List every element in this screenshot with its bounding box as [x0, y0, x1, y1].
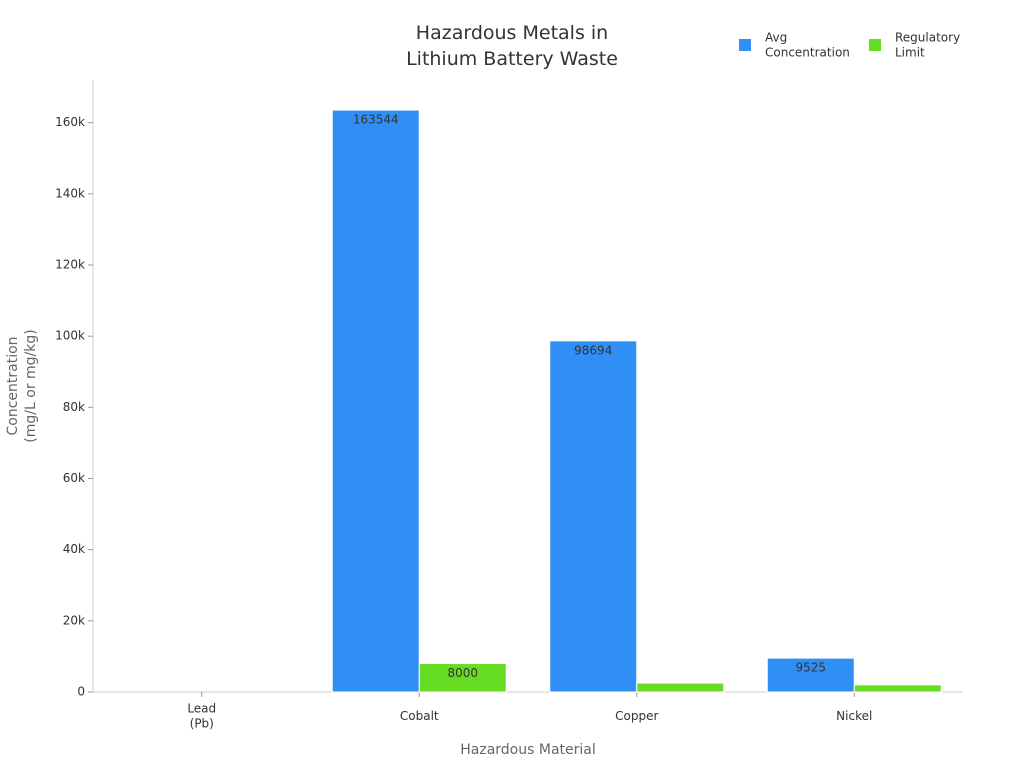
bar: [766, 657, 855, 693]
y-tick-label: 60k: [63, 471, 85, 485]
y-tick-label: 140k: [55, 186, 85, 200]
y-tick-label: 100k: [55, 329, 85, 343]
y-tick-label: 40k: [63, 542, 85, 556]
data-label: 163544: [353, 113, 399, 127]
bar: [549, 340, 638, 693]
y-tick-label: 80k: [63, 400, 85, 414]
legend-swatch: [739, 39, 751, 51]
bar: [853, 684, 942, 693]
chart-title: Hazardous Metals in Lithium Battery Waste: [406, 22, 618, 70]
bar: [331, 109, 420, 693]
x-tick-label: Nickel: [836, 709, 872, 723]
y-tick-label: 20k: [63, 613, 85, 627]
x-tick-label: Cobalt: [400, 709, 439, 723]
bar: [418, 663, 507, 693]
y-tick-label: 160k: [55, 115, 85, 129]
data-label: 98694: [574, 343, 612, 357]
y-tick-label: 0: [77, 685, 85, 699]
y-axis-label: Concentration (mg/L or mg/kg): [5, 329, 39, 442]
legend-swatch: [869, 39, 881, 51]
data-label: 9525: [795, 661, 826, 675]
x-tick-label: Lead (Pb): [187, 701, 216, 730]
x-tick-label: Copper: [615, 709, 658, 723]
bar: [636, 682, 725, 693]
y-tick-label: 120k: [55, 258, 85, 272]
legend-label: Avg Concentration: [765, 30, 850, 59]
data-label: 8000: [447, 666, 478, 680]
legend-label: Regulatory Limit: [895, 30, 960, 59]
x-axis-label: Hazardous Material: [460, 742, 596, 758]
